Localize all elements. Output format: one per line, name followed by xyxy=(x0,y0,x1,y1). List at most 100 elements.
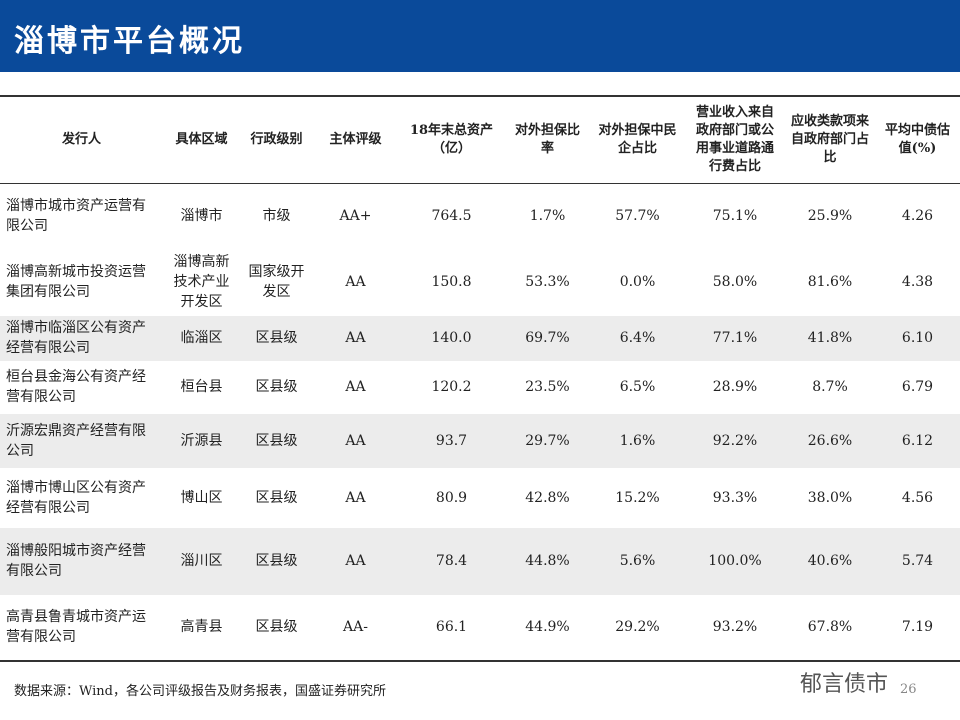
table-cell: 6.4% xyxy=(590,315,685,361)
table-cell: 764.5 xyxy=(431,208,472,225)
table-cell: 淄博般阳城市资产经营有限公司 xyxy=(0,527,163,595)
table-cell: AA xyxy=(345,489,366,506)
column-header: 应收类款项来自政府部门占比 xyxy=(785,95,875,184)
table-cell: 1.7% xyxy=(529,208,566,225)
column-header: 发行人 xyxy=(0,95,163,184)
table-cell: 81.6% xyxy=(807,274,853,290)
table-row: 桓台县金海公有资产经营有限公司 桓台县 区县级 AA 120.2 23.5% 6.5% 28.… xyxy=(0,361,960,414)
column-header: 行政级别 xyxy=(240,95,313,184)
table-cell: 93.2% xyxy=(685,594,785,662)
table-cell: 120.2 xyxy=(431,379,472,395)
table-cell: 4.56 xyxy=(901,489,934,506)
source-note: 数据来源：Wind，各公司评级报告及财务报表，国盛证券研究所 xyxy=(14,684,386,699)
table-cell: 42.8% xyxy=(525,489,570,506)
table-row: 淄博市博山区公有资产经营有限公司 博山区 区县级 AA 80.9 42.8% 15.2% 93… xyxy=(0,468,960,528)
table-cell: 淄博高新技术产业开发区 xyxy=(173,254,230,310)
table-cell: 临淄区 xyxy=(163,315,240,361)
table-cell: 淄博市 xyxy=(180,208,223,225)
table-cell: AA xyxy=(345,379,366,395)
table-cell: 67.8% xyxy=(785,594,875,662)
table-cell: 4.38 xyxy=(901,274,934,290)
page-number: 26 xyxy=(900,682,917,697)
data-table: 发行人 具体区域 行政级别 主体评级 18年末总资产（亿） 对外担保比率 对外担保中民企占比… xyxy=(0,95,960,662)
table-cell: 区县级 xyxy=(255,489,298,506)
table-cell: 市级 xyxy=(262,208,291,225)
table-body: 淄博市城市资产运营有限公司 淄博市 市级 AA+ 764.5 1.7% 57.7% 75.1%… xyxy=(0,184,960,662)
table-cell: 6.79 xyxy=(901,379,934,395)
column-header: 18年末总资产（亿） xyxy=(398,95,505,184)
table-cell: 29.2% xyxy=(590,594,685,662)
table-cell: 区县级 xyxy=(240,413,313,468)
header-row: 发行人 具体区域 行政级别 主体评级 18年末总资产（亿） 对外担保比率 对外担保中民企占比… xyxy=(0,95,960,184)
table-cell: 29.7% xyxy=(505,413,590,468)
table-row: 高青县鲁青城市资产运营有限公司 高青县 区县级 AA- 66.1 44.9% 29.2% 93… xyxy=(0,594,960,662)
table-cell: 75.1% xyxy=(712,208,758,225)
table-cell: 国家级开发区 xyxy=(248,264,305,300)
table-cell: 区县级 xyxy=(240,315,313,361)
table-cell: 淄博市临淄区公有资产经营有限公司 xyxy=(0,315,163,361)
table-cell: 6.10 xyxy=(875,315,960,361)
column-header: 平均中债估值(%) xyxy=(875,95,960,184)
table-cell: 沂源县 xyxy=(163,413,240,468)
table-cell: AA xyxy=(313,527,398,595)
table-cell: 淄川区 xyxy=(163,527,240,595)
table-cell: AA xyxy=(313,413,398,468)
header-bar xyxy=(0,0,960,72)
table-cell: 淄博市博山区公有资产经营有限公司 xyxy=(6,479,146,516)
table-cell: 6.12 xyxy=(875,413,960,468)
table-cell: 80.9 xyxy=(435,489,468,506)
table-cell: 淄博市城市资产运营有限公司 xyxy=(6,198,146,235)
table-cell: 博山区 xyxy=(180,489,223,506)
table-cell: 7.19 xyxy=(875,594,960,662)
column-header: 营业收入来自政府部门或公用事业道路通行费占比 xyxy=(685,95,785,184)
table-cell: 40.6% xyxy=(785,527,875,595)
table-cell: 44.9% xyxy=(505,594,590,662)
table-cell: 57.7% xyxy=(615,208,660,225)
table-cell: 区县级 xyxy=(240,527,313,595)
table-cell: 150.8 xyxy=(431,274,472,290)
table-cell: 100.0% xyxy=(685,527,785,595)
table-cell: 5.6% xyxy=(590,527,685,595)
table-row: 淄博高新城市投资运营集团有限公司 淄博高新技术产业开发区 国家级开发区 AA 150.8… xyxy=(0,249,960,316)
column-header: 主体评级 xyxy=(313,95,398,184)
table-cell: 4.26 xyxy=(901,208,934,225)
table-row: 沂源宏鼎资产经营有限公司 沂源县 区县级 AA 93.7 29.7% 1.6% 92.2% 26… xyxy=(0,413,960,468)
table-cell: 58.0% xyxy=(712,274,758,290)
table-cell: 93.3% xyxy=(712,489,758,506)
table-cell: 8.7% xyxy=(812,379,848,395)
table-cell: 高青县鲁青城市资产运营有限公司 xyxy=(0,594,163,662)
table-row: 淄博市城市资产运营有限公司 淄博市 市级 AA+ 764.5 1.7% 57.7% 75.1%… xyxy=(0,184,960,249)
table-cell: 26.6% xyxy=(785,413,875,468)
table-cell: 66.1 xyxy=(398,594,505,662)
table-cell: AA xyxy=(313,315,398,361)
table-cell: 25.9% xyxy=(807,208,853,225)
page-title: 淄博市平台概况 xyxy=(14,24,245,59)
table-cell: 桓台县 xyxy=(180,379,223,395)
table-cell: 93.7 xyxy=(398,413,505,468)
column-header: 具体区域 xyxy=(163,95,240,184)
table-cell: 5.74 xyxy=(875,527,960,595)
table-cell: AA- xyxy=(313,594,398,662)
table-cell: 23.5% xyxy=(525,379,570,395)
table-cell: 1.6% xyxy=(590,413,685,468)
table-cell: 0.0% xyxy=(619,274,656,290)
table-cell: 140.0 xyxy=(398,315,505,361)
table-cell: 41.8% xyxy=(785,315,875,361)
table-cell: 区县级 xyxy=(240,594,313,662)
table-cell: 38.0% xyxy=(807,489,853,506)
watermark: 郁言债市 xyxy=(800,672,889,697)
column-header: 对外担保中民企占比 xyxy=(590,95,685,184)
table-row: 淄博市临淄区公有资产经营有限公司 临淄区 区县级 AA 140.0 69.7% 6.4% 77… xyxy=(0,315,960,361)
table-row: 淄博般阳城市资产经营有限公司 淄川区 区县级 AA 78.4 44.8% 5.6% 100.0… xyxy=(0,527,960,595)
table-cell: 区县级 xyxy=(255,379,298,395)
table-cell: 44.8% xyxy=(505,527,590,595)
table-cell: 淄博高新城市投资运营集团有限公司 xyxy=(6,264,146,300)
table-cell: 28.9% xyxy=(712,379,758,395)
column-header: 对外担保比率 xyxy=(505,95,590,184)
table-cell: 6.5% xyxy=(619,379,656,395)
table-cell: 78.4 xyxy=(398,527,505,595)
table-cell: 高青县 xyxy=(163,594,240,662)
table-cell: AA+ xyxy=(339,208,372,225)
table-cell: 69.7% xyxy=(505,315,590,361)
